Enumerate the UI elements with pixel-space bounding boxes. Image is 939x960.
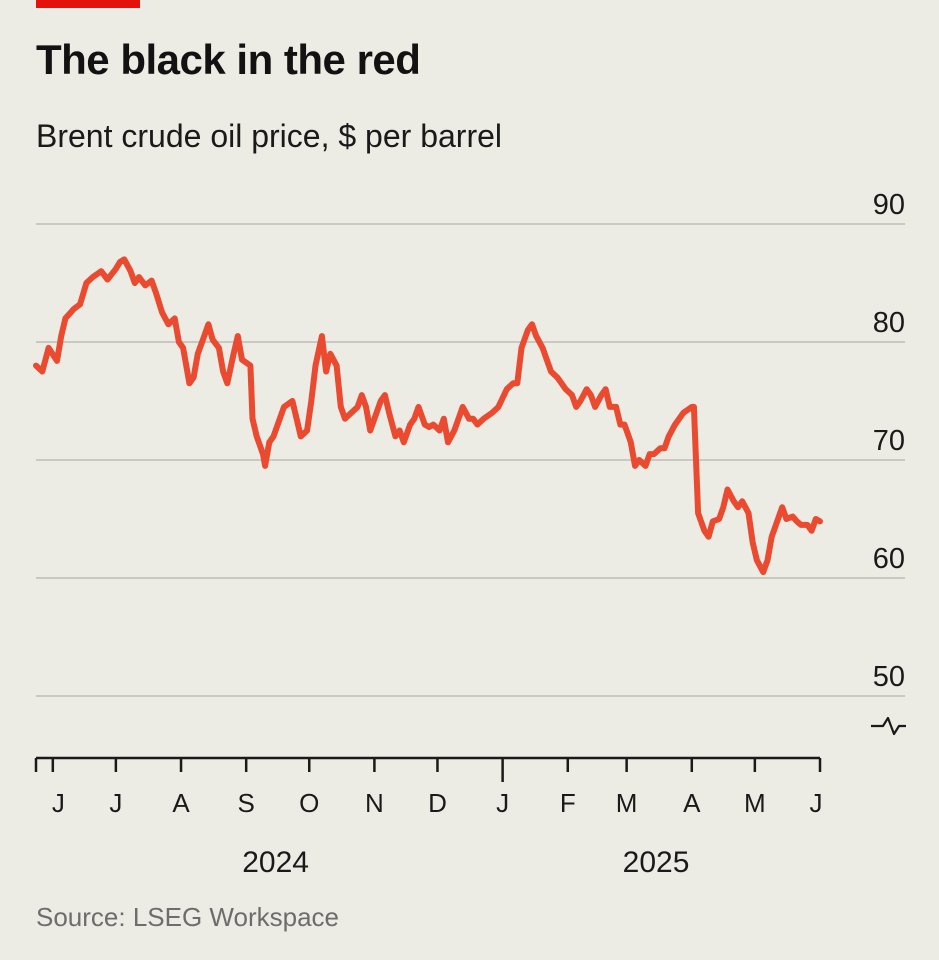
x-axis: J J A S O N D J F M A M J 2024 2025 (34, 756, 823, 879)
chart-title: The black in the red (36, 36, 421, 83)
axis-break-mark (871, 716, 906, 736)
x-tick-label-3: S (238, 788, 255, 818)
chart-subtitle: Brent crude oil price, $ per barrel (36, 118, 502, 154)
series-group (33, 256, 823, 576)
x-tick-label-5: N (365, 788, 384, 818)
x-tick-label-4: O (299, 788, 319, 818)
axis-break-icon (871, 716, 906, 736)
source-note: Source: LSEG Workspace (36, 902, 339, 932)
y-axis-labels: 90 80 70 60 50 (873, 189, 905, 693)
y-tick-label-80: 80 (873, 307, 905, 339)
x-tick-label-10: A (683, 788, 701, 818)
series-line-0 (33, 256, 823, 576)
y-tick-label-90: 90 (873, 189, 905, 221)
y-tick-label-50: 50 (873, 661, 905, 693)
x-tick-label-11: M (744, 788, 766, 818)
x-tick-label-0: J (52, 788, 65, 818)
x-tick-label-8: F (560, 788, 576, 818)
year-label-2025: 2025 (623, 846, 690, 879)
x-tick-label-7: J (496, 788, 509, 818)
x-tick-label-1: J (109, 788, 122, 818)
gridlines (36, 223, 905, 697)
x-tick-label-9: M (616, 788, 638, 818)
x-tick-label-6: D (428, 788, 447, 818)
year-label-2024: 2024 (242, 846, 309, 879)
brand-red-tab (36, 0, 140, 8)
y-tick-label-60: 60 (873, 543, 905, 575)
x-tick-label-12: J (810, 788, 823, 818)
x-tick-label-2: A (172, 788, 190, 818)
y-tick-label-70: 70 (873, 425, 905, 457)
